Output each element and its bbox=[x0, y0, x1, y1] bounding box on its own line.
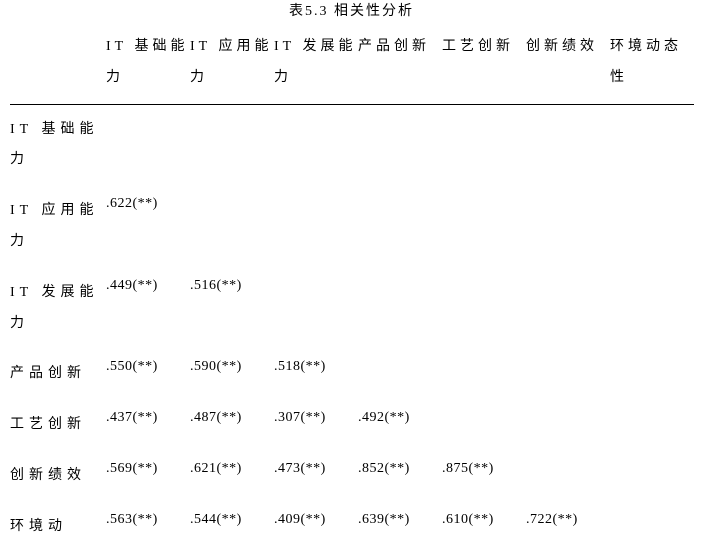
row-label: 工艺创新 bbox=[10, 410, 106, 441]
cell-value: .722(**) bbox=[526, 512, 578, 527]
table-row: 产品创新 .550(**) .590(**) .518(**) bbox=[10, 349, 694, 400]
cell-value: .875(**) bbox=[442, 461, 494, 476]
cell-value: .590(**) bbox=[190, 359, 242, 374]
cell-value: .639(**) bbox=[358, 512, 410, 527]
col-header: 环境动态性 bbox=[610, 32, 694, 94]
row-label: 产品创新 bbox=[10, 359, 106, 390]
col-header: 创新绩效 bbox=[526, 32, 610, 63]
table-row: 创新绩效 .569(**) .621(**) .473(**) .852(**)… bbox=[10, 451, 694, 502]
cell-value: .563(**) bbox=[106, 512, 158, 527]
cell-value: .569(**) bbox=[106, 461, 158, 476]
col-header: IT 应用能力 bbox=[190, 32, 274, 94]
cell-value: .492(**) bbox=[358, 410, 410, 425]
cell-value: .516(**) bbox=[190, 278, 242, 293]
row-label: IT 发展能力 bbox=[10, 278, 106, 340]
cell-value: .437(**) bbox=[106, 410, 158, 425]
cell-value: .544(**) bbox=[190, 512, 242, 527]
col-header: 工艺创新 bbox=[442, 32, 526, 63]
cell-value: .518(**) bbox=[274, 359, 326, 374]
cell-value: .473(**) bbox=[274, 461, 326, 476]
cell-value: .622(**) bbox=[106, 196, 158, 211]
col-header: IT 基础能力 bbox=[106, 32, 190, 94]
cell-value: .550(**) bbox=[106, 359, 158, 374]
col-header: 产品创新 bbox=[358, 32, 442, 63]
row-label: 创新绩效 bbox=[10, 461, 106, 492]
cell-value: .852(**) bbox=[358, 461, 410, 476]
correlation-table: IT 基础能力 IT 应用能力 IT 发展能力 产品创新 工艺创新 创新绩效 环… bbox=[10, 28, 694, 553]
cell-value: .621(**) bbox=[190, 461, 242, 476]
cell-value: .610(**) bbox=[442, 512, 494, 527]
row-label: IT 应用能力 bbox=[10, 196, 106, 258]
row-label: 环境动 bbox=[10, 512, 106, 543]
cell-value: .307(**) bbox=[274, 410, 326, 425]
cell-value: .409(**) bbox=[274, 512, 326, 527]
table-row: IT 基础能力 bbox=[10, 104, 694, 186]
cell-value: .449(**) bbox=[106, 278, 158, 293]
table-caption: 表5.3 相关性分析 bbox=[10, 0, 693, 20]
table-row: 工艺创新 .437(**) .487(**) .307(**) .492(**) bbox=[10, 400, 694, 451]
cell-value: .487(**) bbox=[190, 410, 242, 425]
table-header-row: IT 基础能力 IT 应用能力 IT 发展能力 产品创新 工艺创新 创新绩效 环… bbox=[10, 28, 694, 104]
table-row: 环境动 .563(**) .544(**) .409(**) .639(**) … bbox=[10, 502, 694, 553]
table-row: IT 发展能力 .449(**) .516(**) bbox=[10, 268, 694, 350]
table-row: IT 应用能力 .622(**) bbox=[10, 186, 694, 268]
row-label: IT 基础能力 bbox=[10, 115, 106, 177]
col-header: IT 发展能力 bbox=[274, 32, 358, 94]
